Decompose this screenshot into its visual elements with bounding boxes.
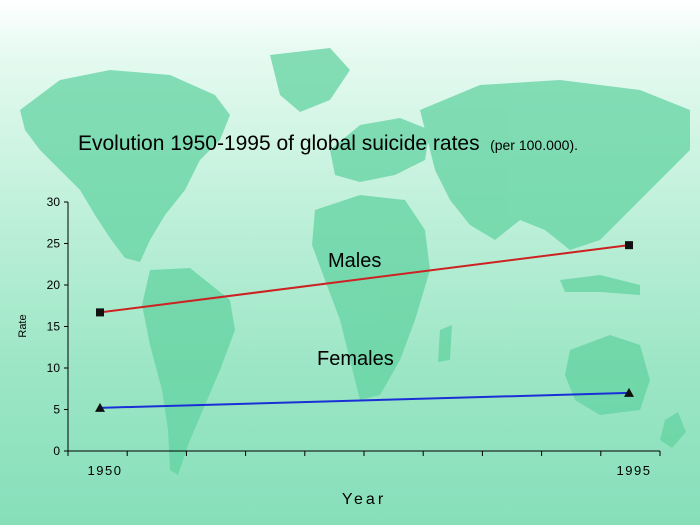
y-tick-label: 10	[47, 361, 61, 375]
y-tick-label: 15	[47, 320, 61, 334]
continent-new-zealand	[660, 412, 686, 448]
chart-title: Evolution 1950-1995 of global suicide ra…	[78, 132, 578, 155]
chart-series	[95, 241, 634, 412]
x-axis-label: Year	[342, 491, 386, 508]
continent-africa	[312, 195, 430, 400]
x-axis-ticks: 1950 1995	[67, 451, 661, 478]
series-label-females: Females	[317, 348, 394, 370]
continent-south-america	[142, 268, 235, 475]
data-point-males	[625, 241, 633, 250]
y-tick-label: 5	[53, 403, 60, 417]
continent-madagascar	[438, 325, 452, 362]
y-tick-label: 25	[47, 237, 61, 251]
y-tick-label: 30	[47, 195, 61, 209]
y-tick-label: 20	[47, 278, 61, 292]
y-axis-label: Rate	[17, 314, 29, 337]
data-point-females	[624, 387, 634, 397]
series-line-females	[99, 391, 630, 409]
series-line-males	[99, 244, 630, 314]
chart-title-unit: (per 100.000).	[490, 137, 578, 153]
chart-axes	[67, 202, 660, 452]
x-tick-label: 1995	[617, 463, 652, 478]
continent-north-america	[20, 70, 230, 262]
continent-indonesia	[560, 275, 640, 295]
continent-asia	[420, 80, 690, 250]
chart-title-main: Evolution 1950-1995 of global suicide ra…	[78, 132, 480, 155]
x-tick-label: 1950	[88, 463, 123, 478]
continent-greenland	[270, 48, 350, 112]
data-point-females	[95, 402, 105, 412]
data-point-males	[96, 308, 104, 317]
continent-europe	[330, 118, 430, 182]
y-tick-label: 0	[53, 444, 60, 458]
series-label-males: Males	[328, 250, 381, 272]
y-axis-ticks: 0 5 10 15 20 25 30	[47, 195, 68, 458]
